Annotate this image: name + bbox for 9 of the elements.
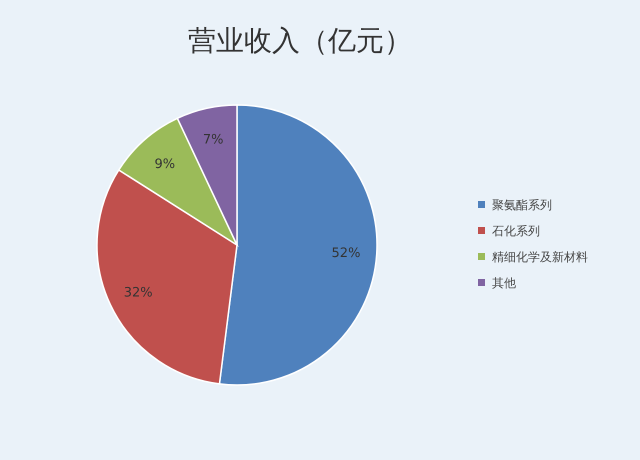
data-label: 32%	[124, 285, 153, 300]
legend-label: 精细化学及新材料	[492, 250, 588, 264]
legend-label: 聚氨酯系列	[492, 198, 552, 212]
legend-label: 石化系列	[492, 224, 540, 238]
chart-title: 营业收入（亿元）	[188, 24, 412, 57]
data-label: 52%	[332, 246, 360, 261]
legend-label: 其他	[492, 276, 516, 290]
data-label: 7%	[202, 132, 224, 148]
data-label: 9%	[154, 157, 176, 172]
